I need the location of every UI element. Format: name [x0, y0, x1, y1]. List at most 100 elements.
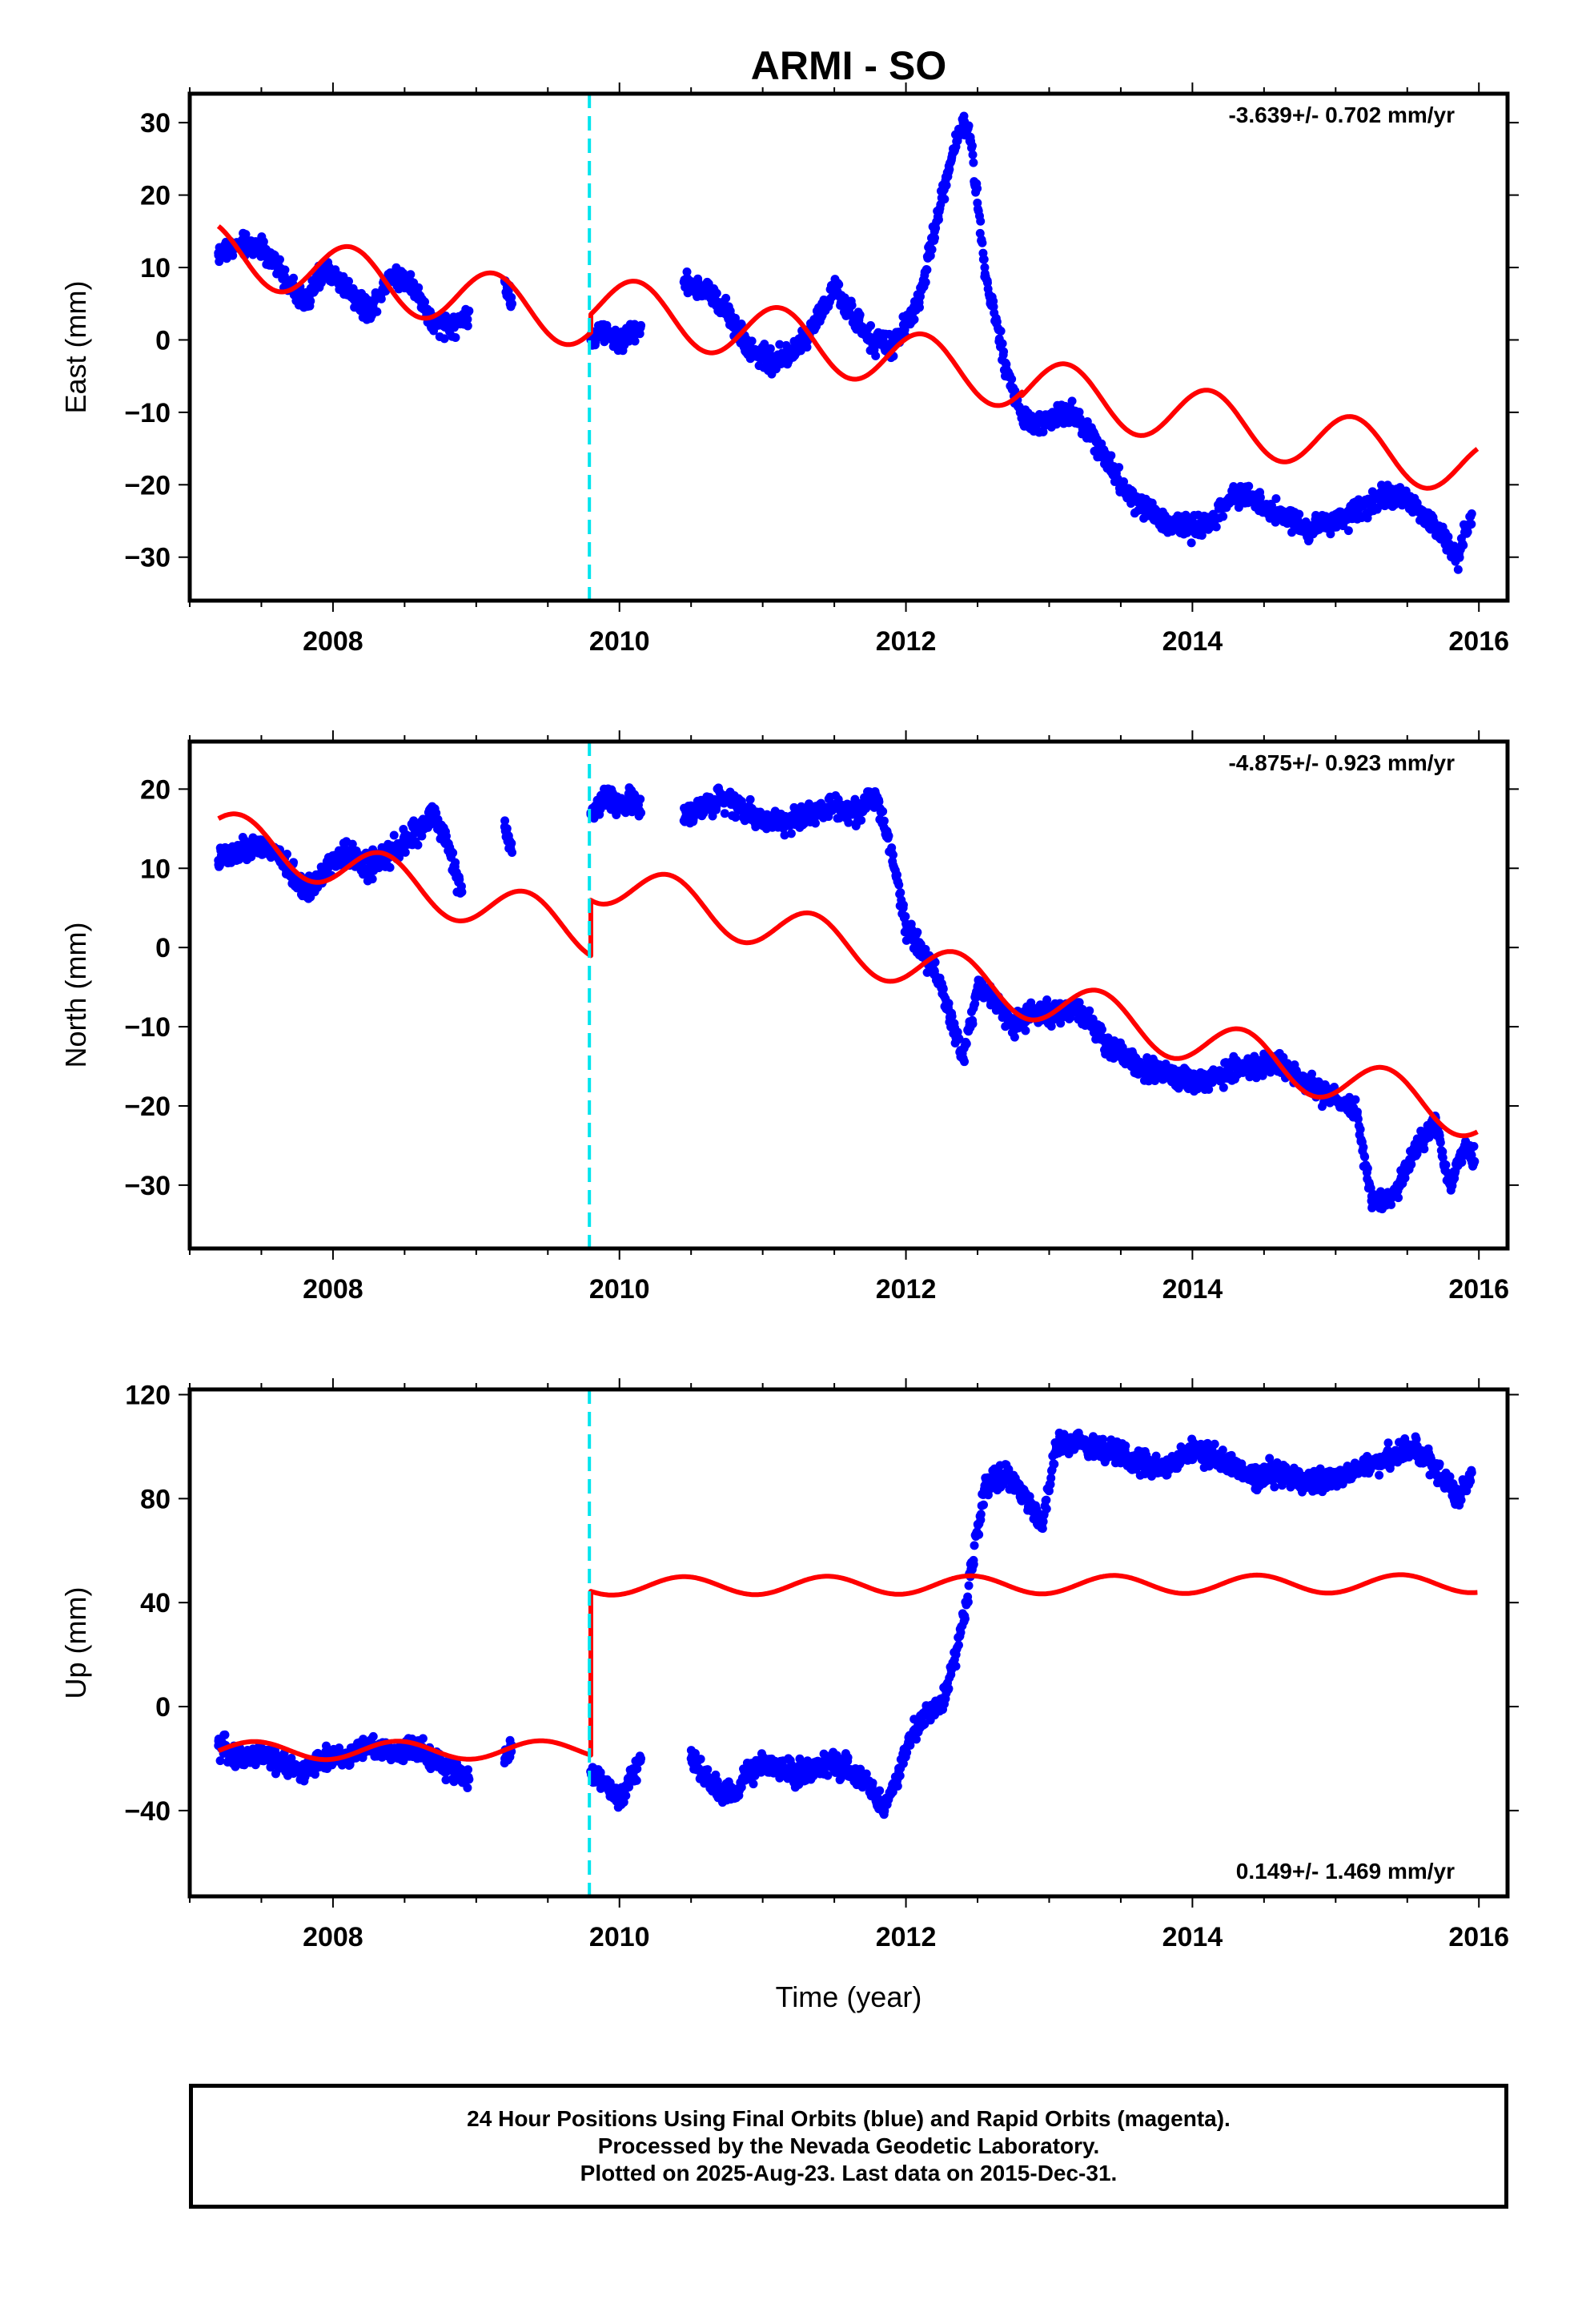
data-point	[999, 347, 1009, 356]
data-point	[947, 1011, 957, 1021]
data-point	[507, 292, 516, 302]
data-point	[464, 1772, 473, 1782]
panel-frame	[187, 91, 1510, 603]
data-point	[1326, 529, 1335, 539]
data-point	[962, 1039, 971, 1048]
data-point	[1219, 512, 1228, 521]
x-tick-label: 2010	[589, 1274, 650, 1305]
x-tick-label: 2016	[1448, 1922, 1509, 1952]
y-tick-label: −10	[124, 1012, 171, 1043]
data-point	[1360, 1152, 1370, 1162]
data-point	[978, 238, 987, 247]
data-point	[1186, 538, 1196, 548]
data-point	[389, 830, 399, 840]
data-point	[871, 351, 881, 360]
data-point	[945, 165, 954, 175]
y-tick-label: 40	[140, 1588, 171, 1618]
data-point	[636, 323, 645, 332]
data-point	[921, 944, 930, 954]
data-point	[976, 216, 986, 226]
x-tick-label: 2016	[1448, 626, 1509, 657]
data-point	[720, 809, 729, 818]
data-point	[944, 999, 954, 1008]
data-point	[703, 1765, 713, 1775]
data-point	[596, 1767, 605, 1777]
data-point	[1387, 1200, 1396, 1209]
data-point	[898, 900, 908, 910]
data-point	[1267, 501, 1276, 510]
data-point	[874, 797, 884, 806]
data-point	[630, 336, 640, 346]
data-point	[636, 1756, 645, 1766]
data-point	[275, 255, 284, 264]
x-tick-label: 2008	[303, 1274, 363, 1305]
data-point	[1343, 526, 1353, 536]
data-point	[934, 215, 943, 224]
data-point	[420, 297, 430, 307]
data-point	[1244, 481, 1254, 491]
velocity-annotation: -3.639+/- 0.702 mm/yr	[1228, 103, 1455, 127]
data-point	[879, 816, 889, 826]
data-point	[909, 315, 919, 324]
data-point	[896, 888, 905, 898]
data-point	[967, 141, 977, 151]
data-point	[834, 279, 844, 289]
data-point	[464, 307, 473, 316]
data-point	[463, 321, 472, 331]
x-tick-label: 2014	[1162, 1922, 1223, 1952]
observation-segment-1	[214, 802, 467, 903]
data-point	[1455, 553, 1464, 562]
data-point	[418, 1734, 428, 1743]
y-tick-label: −20	[124, 470, 171, 501]
data-point	[368, 1731, 378, 1741]
data-point	[1074, 998, 1084, 1007]
y-tick-label: 120	[125, 1380, 171, 1410]
data-point	[1467, 1150, 1476, 1160]
plot-area	[214, 1428, 1479, 1819]
data-point	[737, 1783, 746, 1792]
panel-frame	[187, 739, 1510, 1251]
observation-segment-4	[679, 783, 1480, 1214]
plot-area	[214, 111, 1480, 574]
model-fit-line	[216, 224, 1480, 491]
x-tick-label: 2016	[1448, 1274, 1509, 1305]
data-point	[765, 344, 775, 353]
data-point	[506, 302, 516, 312]
data-point	[247, 852, 256, 862]
data-point	[1010, 1032, 1019, 1042]
data-point	[921, 277, 930, 287]
data-point	[913, 927, 922, 937]
data-point	[1295, 509, 1304, 519]
data-point	[1424, 1132, 1434, 1142]
data-point	[1353, 1114, 1363, 1124]
x-tick-label: 2012	[876, 1274, 937, 1305]
data-point	[1359, 1143, 1368, 1152]
data-point	[682, 267, 692, 276]
data-point	[866, 321, 876, 331]
data-point	[1435, 1138, 1445, 1148]
data-point	[215, 1756, 225, 1766]
data-point	[507, 838, 516, 848]
data-point	[251, 1760, 260, 1770]
data-point	[712, 288, 721, 298]
data-point	[464, 1765, 473, 1775]
data-point	[938, 984, 948, 994]
data-point	[372, 307, 382, 316]
data-point	[321, 1741, 331, 1751]
data-point	[804, 799, 813, 809]
data-point	[1002, 360, 1011, 369]
data-point	[306, 296, 315, 306]
data-point	[889, 850, 898, 859]
data-point	[892, 870, 901, 879]
data-point	[1197, 531, 1207, 541]
data-point	[448, 848, 458, 858]
data-point	[954, 1034, 964, 1043]
data-point	[456, 882, 466, 891]
data-point	[887, 843, 897, 853]
data-point	[621, 1791, 631, 1800]
data-point	[413, 840, 423, 850]
velocity-annotation: -4.875+/- 0.923 mm/yr	[1228, 750, 1455, 775]
data-point	[1114, 463, 1124, 472]
data-point	[1211, 522, 1221, 532]
x-tick-label: 2008	[303, 626, 363, 657]
